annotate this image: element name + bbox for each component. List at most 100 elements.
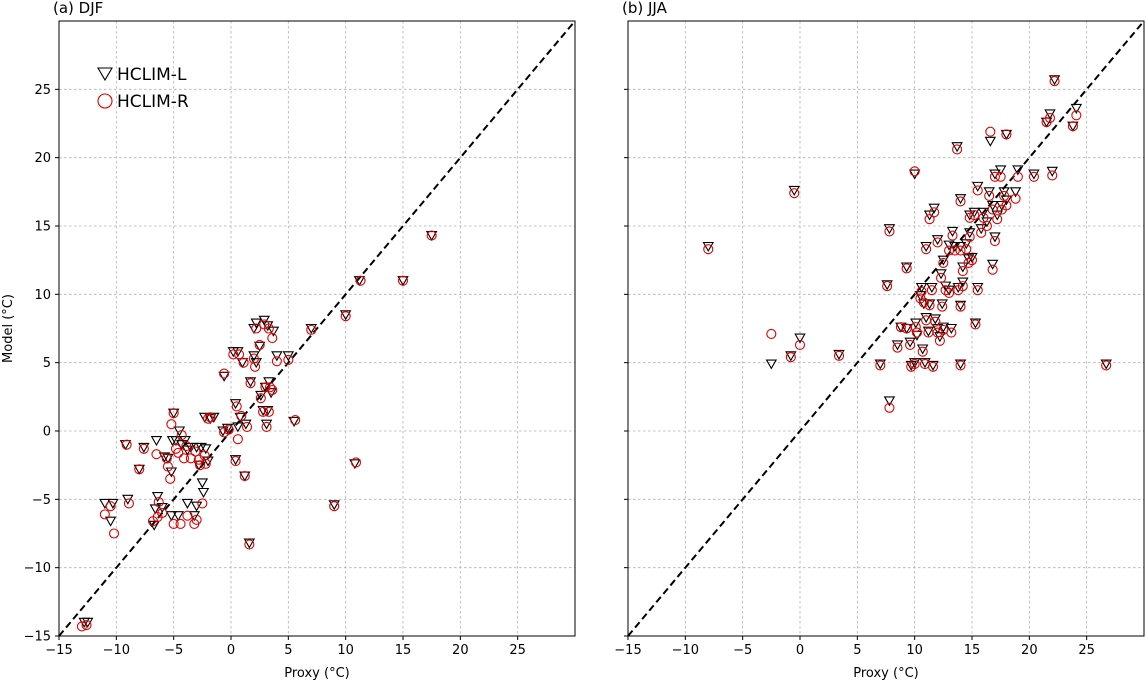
panel-a-point-hclim-l bbox=[250, 318, 262, 329]
panel-b-point-hclim-r bbox=[833, 350, 845, 361]
panel-b-point-hclim-l bbox=[702, 241, 715, 253]
panel-a-y-tick-label: 20 bbox=[34, 151, 51, 166]
panel-b-point-hclim-r bbox=[1067, 121, 1078, 132]
panel-a-point-hclim-l bbox=[165, 467, 178, 478]
panel-b-point-hclim-l bbox=[910, 318, 922, 329]
panel-b-point-hclim-r bbox=[981, 220, 992, 232]
panel-a-point-hclim-r bbox=[230, 456, 241, 467]
panel-b-point-hclim-l bbox=[954, 194, 967, 205]
panel-a-point-hclim-l bbox=[151, 492, 164, 503]
panel-b-point-hclim-r bbox=[921, 244, 932, 255]
panel-b-point-hclim-l bbox=[927, 360, 939, 371]
panel-b-point-hclim-r bbox=[995, 171, 1006, 182]
panel-b-point-hclim-r bbox=[924, 300, 935, 311]
panel-b-point-hclim-r bbox=[992, 214, 1003, 225]
panel-b-point-hclim-l bbox=[936, 299, 948, 310]
panel-b-title: (b) JJA bbox=[622, 0, 668, 17]
legend-label-hclim-r: HCLIM-R bbox=[117, 92, 189, 112]
panel-a-point-hclim-l bbox=[173, 426, 186, 437]
panel-b-point-hclim-l bbox=[983, 187, 995, 198]
panel-b-point-hclim-l bbox=[968, 207, 981, 218]
panel-a-point-hclim-l bbox=[196, 478, 209, 489]
panel-b-point-hclim-l bbox=[989, 232, 1001, 243]
panel-a-point-hclim-r bbox=[205, 412, 216, 423]
panel-b-point-hclim-r bbox=[1028, 171, 1039, 182]
panel-b-point-hclim-r bbox=[955, 245, 966, 256]
panel-b-point-hclim-l bbox=[971, 181, 984, 192]
panel-b-point-hclim-r bbox=[766, 328, 777, 340]
panel-b-x-tick-label: 10 bbox=[906, 643, 923, 658]
panel-a-point-hclim-r bbox=[123, 498, 134, 509]
panel-a-one-to-one-line bbox=[58, 20, 576, 637]
panel-a-y-tick-label: −5 bbox=[32, 493, 51, 508]
panel-b-point-hclim-l bbox=[1046, 166, 1059, 177]
panel-a-y-axis-label: Model (°C) bbox=[1, 294, 16, 363]
panel-a-point-hclim-r bbox=[197, 498, 208, 509]
panel-b-point-hclim-r bbox=[976, 227, 987, 238]
panel-a-point-hclim-l bbox=[349, 459, 361, 470]
panel-b-point-hclim-r bbox=[1071, 110, 1082, 121]
panel-b-point-hclim-l bbox=[1048, 75, 1061, 86]
panel-b-x-ticks: −15 −10 −5 0 5 10 15 20 25 bbox=[614, 636, 1095, 658]
panel-b-point-hclim-r bbox=[789, 188, 800, 199]
panel-a: −15 −10 −5 0 5 10 15 20 25 −15 −10 −5 0 5 10 15 20 25 (a… bbox=[1, 0, 576, 680]
panel-a-point-hclim-r bbox=[251, 323, 262, 334]
panel-a-point-hclim-r bbox=[190, 446, 201, 457]
panel-a-point-hclim-l bbox=[288, 416, 300, 427]
panel-b-point-hclim-r bbox=[940, 285, 951, 296]
panel-b-point-hclim-r bbox=[927, 361, 939, 372]
panel-b-point-hclim-r bbox=[703, 244, 714, 255]
panel-b-point-hclim-r bbox=[892, 342, 903, 353]
panel-a-point-hclim-l bbox=[150, 436, 163, 447]
panel-b-y-ticks bbox=[624, 88, 628, 637]
panel-b-point-hclim-l bbox=[1070, 103, 1083, 114]
panel-b-point-hclim-l bbox=[833, 349, 845, 360]
panel-a-y-ticks: −15 −10 −5 0 5 10 15 20 25 bbox=[24, 83, 59, 645]
panel-a-point-hclim-l bbox=[190, 501, 203, 512]
panel-b-point-hclim-r bbox=[955, 196, 966, 207]
panel-a-frame bbox=[58, 20, 576, 637]
panel-a-point-hclim-l bbox=[197, 487, 210, 499]
panel-a-y-tick-label: 25 bbox=[34, 83, 51, 98]
panel-a-point-hclim-r bbox=[166, 419, 177, 430]
panel-b-point-hclim-r bbox=[938, 257, 949, 268]
panel-a-x-tick-label: 15 bbox=[395, 643, 412, 658]
panel-a-point-hclim-r bbox=[250, 361, 261, 372]
panel-a-point-hclim-r bbox=[108, 528, 120, 539]
panel-a-point-hclim-r bbox=[138, 443, 149, 454]
panel-a-point-hclim-r bbox=[350, 457, 362, 468]
panel-b-point-hclim-l bbox=[977, 207, 990, 218]
panel-a-point-hclim-l bbox=[271, 351, 283, 362]
panel-b-point-hclim-r bbox=[952, 144, 963, 155]
panel-b-point-hclim-l bbox=[1028, 169, 1040, 180]
panel-b-x-tick-label: 5 bbox=[853, 643, 861, 658]
panel-b-point-hclim-l bbox=[904, 337, 916, 348]
panel-a-point-hclim-r bbox=[203, 413, 214, 424]
panel-a-point-hclim-r bbox=[258, 406, 269, 417]
panel-a-point-hclim-r bbox=[76, 621, 87, 632]
panel-b-x-tick-label: 20 bbox=[1021, 643, 1038, 658]
panel-a-x-tick-label: 25 bbox=[509, 643, 526, 658]
panel-b-point-hclim-r bbox=[989, 235, 1000, 247]
panel-a-point-hclim-l bbox=[166, 436, 179, 447]
panel-b-point-hclim-r bbox=[911, 327, 923, 338]
panel-b-point-hclim-r bbox=[966, 255, 978, 266]
panel-a-point-hclim-r bbox=[99, 509, 110, 520]
panel-a-x-tick-label: 5 bbox=[284, 643, 292, 658]
panel-b-point-hclim-r bbox=[946, 327, 957, 338]
legend-label-hclim-l: HCLIM-L bbox=[117, 65, 187, 85]
panel-b-point-hclim-l bbox=[922, 326, 935, 337]
panel-a-point-hclim-r bbox=[238, 357, 249, 368]
panel-b-x-tick-label: −5 bbox=[733, 643, 752, 658]
panel-a-point-hclim-r bbox=[182, 510, 193, 521]
panel-a-point-hclim-l bbox=[243, 538, 256, 549]
panel-b-point-hclim-r bbox=[972, 285, 983, 296]
panel-a-point-hclim-r bbox=[236, 410, 247, 422]
panel-a-points bbox=[76, 230, 438, 632]
panel-a-point-hclim-r bbox=[290, 415, 301, 426]
panel-a-point-hclim-r bbox=[232, 434, 243, 445]
panel-b-point-hclim-l bbox=[937, 255, 950, 266]
legend: HCLIM-L HCLIM-R bbox=[97, 65, 189, 112]
panel-b-point-hclim-r bbox=[964, 231, 975, 242]
panel-b-point-hclim-l bbox=[926, 282, 938, 294]
